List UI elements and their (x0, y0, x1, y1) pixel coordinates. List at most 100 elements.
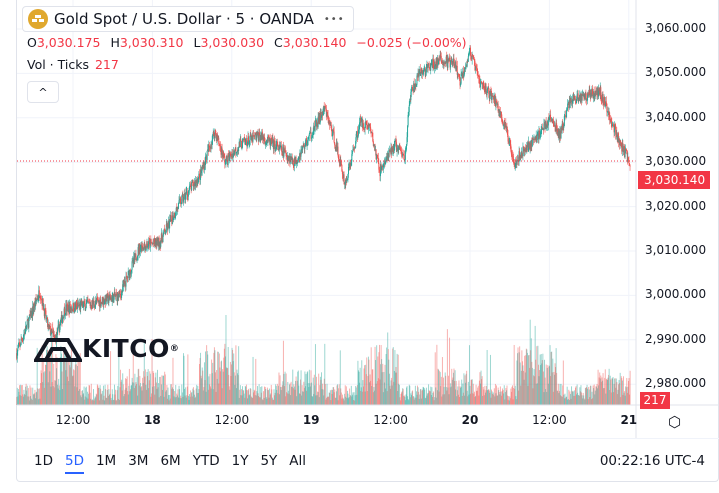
volume-bar (423, 387, 425, 405)
range-5d[interactable]: 5D (64, 453, 84, 474)
volume-bar (444, 372, 446, 405)
volume-bar (363, 368, 365, 405)
candle-body (415, 84, 417, 87)
range-6m[interactable]: 6M (160, 453, 181, 469)
candle-body (366, 123, 368, 126)
volume-bar (551, 351, 553, 405)
volume-bar (401, 391, 403, 405)
candle-body (104, 298, 106, 303)
volume-bar (237, 375, 239, 405)
settings-icon[interactable]: ⬡ (668, 413, 682, 431)
candle-body (39, 296, 41, 298)
candle-body (113, 295, 115, 303)
volume-bar (618, 379, 620, 405)
candle-body (71, 309, 73, 312)
volume-bar (427, 393, 428, 405)
range-1d[interactable]: 1D (34, 453, 53, 469)
volume-bar (306, 390, 308, 405)
volume-bar (572, 391, 574, 405)
candle-body (179, 198, 181, 201)
candle-body (397, 147, 399, 150)
candle-body (440, 55, 442, 61)
volume-bar (173, 389, 174, 405)
candle-body (482, 82, 484, 85)
candle-body (40, 298, 42, 300)
range-5y[interactable]: 5Y (260, 453, 278, 469)
volume-bar (308, 387, 310, 405)
symbol-legend[interactable]: Gold Spot / U.S. Dollar · 5 · OANDA ••• (22, 6, 354, 32)
volume-bar (55, 354, 57, 405)
candle-body (259, 132, 261, 136)
candle-body (164, 229, 166, 232)
candle-body (598, 89, 600, 91)
volume-bar (179, 389, 181, 405)
candle-body (593, 91, 595, 97)
candle-body (81, 300, 83, 307)
candle-body (57, 325, 59, 329)
volume-bar (485, 392, 486, 405)
volume-bar (510, 388, 512, 405)
volume-bar (312, 396, 314, 405)
volume-bar (411, 391, 413, 405)
volume-legend[interactable]: Vol · Ticks 217 (27, 57, 119, 72)
candle-body (419, 69, 421, 76)
candle-body (453, 63, 455, 68)
candle-body (225, 156, 227, 160)
candle-body (37, 298, 39, 300)
volume-bar (262, 400, 264, 405)
range-all[interactable]: All (289, 453, 307, 469)
clock[interactable]: 00:22:16 UTC-4 (599, 453, 705, 469)
volume-bar (524, 372, 526, 405)
volume-bar (167, 398, 168, 405)
candle-body (203, 164, 205, 170)
candle-body (263, 137, 265, 141)
candle-body (629, 165, 631, 167)
candle-body (131, 261, 133, 270)
candle-body (154, 242, 156, 245)
volume-bar (211, 373, 213, 405)
candle-body (516, 161, 518, 165)
candle-body (420, 73, 422, 76)
collapse-legend-button[interactable]: ^ (27, 81, 59, 103)
candle-body (245, 139, 247, 143)
range-1m[interactable]: 1M (95, 453, 117, 469)
volume-bar (250, 388, 252, 405)
candle-body (526, 143, 528, 148)
candle-body (621, 143, 623, 152)
candle-body (272, 139, 274, 149)
volume-bar (279, 375, 281, 405)
range-1y[interactable]: 1Y (231, 453, 249, 469)
candle-body (147, 243, 149, 248)
more-icon[interactable]: ••• (323, 13, 345, 25)
volume-bar (85, 386, 87, 405)
candle-body (271, 140, 273, 144)
volume-bar (242, 389, 244, 405)
range-ytd[interactable]: YTD (192, 453, 220, 469)
volume-bar (174, 391, 176, 405)
volume-bar (451, 379, 453, 405)
candle-body (32, 306, 34, 316)
candle-body (614, 124, 616, 133)
candle-body (353, 147, 355, 150)
candle-body (461, 72, 463, 75)
volume-bar (354, 395, 356, 405)
candle-body (71, 309, 73, 311)
volume-bar (117, 398, 119, 405)
volume-bar (68, 381, 70, 405)
volume-bar (374, 346, 376, 405)
candle-body (532, 138, 534, 140)
candle-body (342, 174, 344, 179)
volume-bar (293, 384, 295, 405)
volume-bar (540, 354, 542, 405)
volume-bar (263, 391, 264, 405)
volume-bar (212, 389, 214, 405)
volume-bar (37, 388, 39, 405)
candle-body (225, 159, 227, 164)
range-3m[interactable]: 3M (128, 453, 149, 469)
candle-body (309, 133, 311, 134)
volume-bar (309, 386, 311, 405)
candle-body (153, 238, 155, 244)
volume-bar (307, 383, 309, 405)
volume-bar (368, 359, 370, 405)
volume-bar (482, 386, 484, 405)
